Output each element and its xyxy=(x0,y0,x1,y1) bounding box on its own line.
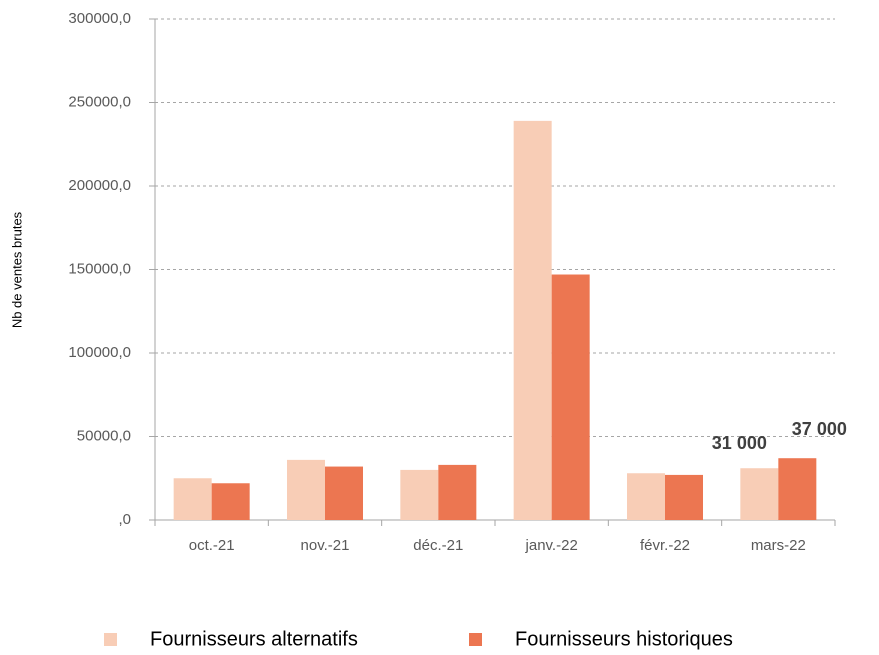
bar xyxy=(740,468,779,520)
bar xyxy=(173,478,212,520)
x-tick-label: oct.-21 xyxy=(189,537,235,554)
y-tick-label: 250000,0 xyxy=(68,93,131,110)
x-tick-label: janv.-22 xyxy=(525,537,578,554)
data-label: 31 000 xyxy=(712,433,767,453)
data-label: 37 000 xyxy=(792,419,847,439)
legend-marker xyxy=(469,633,482,646)
bar xyxy=(287,459,325,520)
bar xyxy=(325,466,363,520)
x-tick-label: déc.-21 xyxy=(413,537,463,554)
bar xyxy=(513,120,552,521)
bar xyxy=(627,473,665,520)
bar xyxy=(778,458,817,520)
bar xyxy=(400,469,439,520)
legend-label: Fournisseurs historiques xyxy=(515,628,733,650)
y-tick-label: ,0 xyxy=(118,511,131,528)
legend-label: Fournisseurs alternatifs xyxy=(150,628,358,650)
bar xyxy=(665,474,703,520)
y-tick-label: 300000,0 xyxy=(68,10,131,27)
bar xyxy=(438,464,477,520)
x-tick-label: mars-22 xyxy=(751,537,806,554)
y-tick-label: 50000,0 xyxy=(77,427,131,444)
y-axis-label: Nb de ventes brutes xyxy=(9,211,24,328)
y-tick-label: 200000,0 xyxy=(68,177,131,194)
bar xyxy=(211,483,250,520)
x-tick-label: févr.-22 xyxy=(640,537,690,554)
bar xyxy=(551,274,590,520)
legend-marker xyxy=(104,633,117,646)
x-tick-label: nov.-21 xyxy=(301,537,350,554)
y-tick-label: 150000,0 xyxy=(68,260,131,277)
y-tick-label: 100000,0 xyxy=(68,344,131,361)
